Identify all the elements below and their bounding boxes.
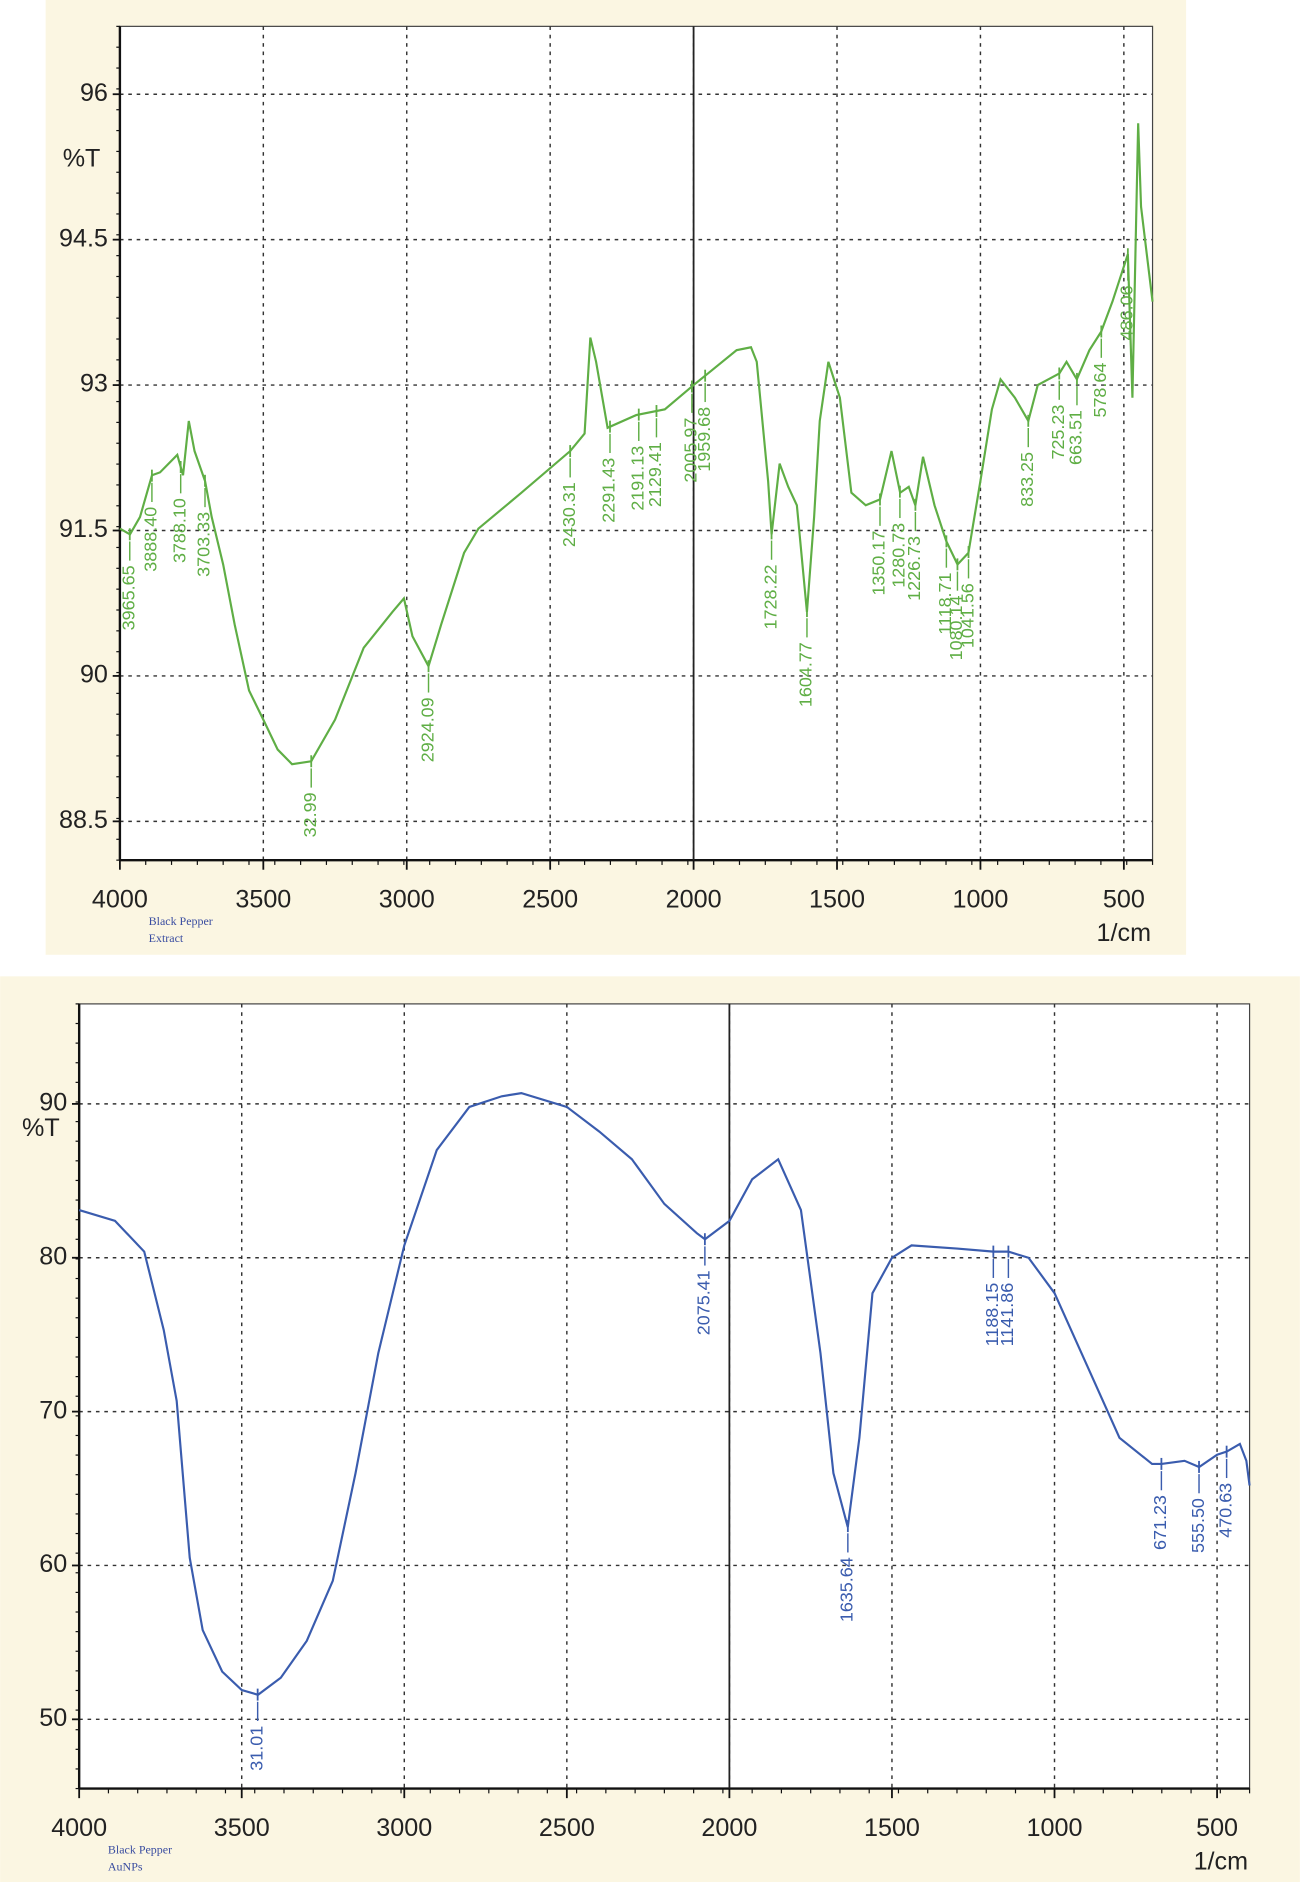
peak-label: 1226.73 [904, 536, 924, 601]
peak-label: 1604.77 [796, 642, 816, 707]
x-tick-label: 2000 [666, 886, 722, 914]
sample-label: Extract [149, 931, 184, 945]
peak-label: 486.06 [1117, 285, 1137, 340]
x-tick-label: 1500 [809, 886, 865, 914]
x-axis-label: 1/cm [1097, 919, 1151, 947]
x-tick-label: 4000 [51, 1814, 107, 1842]
peak-label: 3788.10 [169, 498, 189, 563]
peak-label: 1350.17 [869, 531, 889, 596]
peak-label: 1041.56 [957, 583, 977, 648]
peak-label: 2430.31 [559, 482, 579, 547]
x-axis-label: 1/cm [1194, 1847, 1248, 1875]
x-tick-label: 1000 [952, 886, 1008, 914]
y-tick-label: 91.5 [59, 515, 108, 543]
peak-label: 1728.22 [760, 565, 780, 630]
peak-label: 32.99 [300, 792, 320, 837]
sample-label: Black Pepper [108, 1843, 172, 1857]
plot-area [119, 25, 1154, 861]
x-tick-label: 2500 [539, 1814, 595, 1842]
y-tick-label: 80 [39, 1242, 67, 1270]
plot-area [78, 1003, 1251, 1790]
y-tick-label: 93 [80, 370, 108, 398]
peak-label: 2005.97 [681, 418, 701, 483]
spectrum-line [78, 1092, 1251, 1696]
peak-label: 3888.40 [141, 507, 161, 572]
peak-label: 31.01 [246, 1726, 266, 1771]
peak-label: 3703.33 [194, 512, 214, 577]
y-tick-label: 90 [39, 1089, 67, 1117]
peak-label: 1118.71 [935, 572, 955, 634]
peak-label: 1188.15 [982, 1283, 1002, 1347]
peak-label: 2191.13 [628, 446, 648, 511]
x-tick-label: 2500 [522, 886, 578, 914]
peak-label: 663.51 [1066, 410, 1086, 465]
peak-label: 2291.43 [599, 458, 619, 523]
y-tick-label: 50 [39, 1704, 67, 1732]
x-tick-label: 2000 [701, 1814, 757, 1842]
y-tick-label: 88.5 [59, 806, 108, 834]
peak-label: 1635.64 [837, 1557, 857, 1622]
x-tick-label: 1500 [864, 1814, 920, 1842]
y-axis-label: %T [63, 144, 101, 172]
peak-label: 578.64 [1090, 363, 1110, 418]
peak-label: 2129.41 [645, 442, 665, 507]
peak-label: 470.63 [1215, 1483, 1235, 1538]
sample-label: AuNPs [108, 1859, 143, 1873]
peak-label: 725.23 [1048, 405, 1068, 460]
y-tick-label: 96 [80, 79, 108, 107]
peak-label: 1959.68 [694, 407, 714, 472]
x-tick-label: 500 [1196, 1814, 1238, 1842]
spectrum-line [119, 123, 1154, 766]
y-tick-label: 70 [39, 1396, 67, 1424]
y-axis-label: %T [22, 1114, 60, 1142]
x-tick-label: 500 [1103, 886, 1145, 914]
peak-label: 1141.86 [997, 1283, 1017, 1347]
peak-label: 671.23 [1150, 1495, 1170, 1550]
peak-label: 1280.73 [889, 523, 909, 588]
sample-label: Black Pepper [149, 914, 213, 928]
y-tick-label: 94.5 [59, 224, 108, 252]
peak-label: 3965.65 [119, 565, 139, 630]
y-tick-label: 90 [80, 661, 108, 689]
x-tick-label: 3000 [376, 1814, 432, 1842]
x-tick-label: 3500 [214, 1814, 270, 1842]
x-tick-label: 1000 [1027, 1814, 1083, 1842]
x-tick-label: 3000 [379, 886, 435, 914]
x-tick-label: 3500 [235, 886, 291, 914]
peak-label: 555.50 [1188, 1498, 1208, 1553]
peak-label: 2924.09 [417, 697, 437, 762]
x-tick-label: 4000 [92, 886, 148, 914]
peak-label: 1080.14 [946, 595, 966, 660]
peak-label: 2075.41 [694, 1270, 714, 1335]
peak-label: 833.25 [1017, 452, 1037, 507]
y-tick-label: 60 [39, 1550, 67, 1578]
